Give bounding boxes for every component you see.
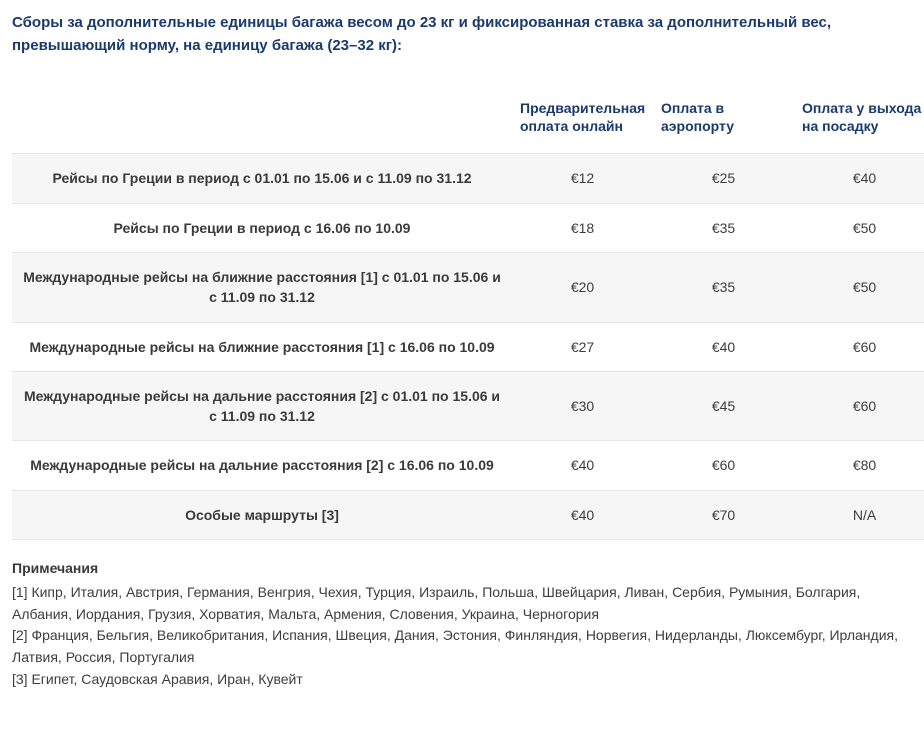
table-row: Международные рейсы на ближние расстояни… (12, 322, 924, 371)
price-cell: €20 (512, 252, 653, 322)
price-cell: €50 (794, 252, 924, 322)
price-cell: €35 (653, 203, 794, 252)
price-cell: €25 (653, 154, 794, 203)
table-row: Рейсы по Греции в период с 16.06 по 10.0… (12, 203, 924, 252)
fees-table: Предварительная оплата онлайн Оплата в а… (12, 89, 924, 540)
price-cell: €27 (512, 322, 653, 371)
price-cell: €70 (653, 490, 794, 539)
price-cell: €40 (512, 490, 653, 539)
notes-title: Примечания (12, 560, 912, 576)
price-cell: €80 (794, 441, 924, 490)
note-item: [2] Франция, Бельгия, Великобритания, Ис… (12, 625, 912, 668)
price-cell: N/A (794, 490, 924, 539)
price-cell: €60 (794, 322, 924, 371)
price-cell: €45 (653, 371, 794, 441)
note-item: [1] Кипр, Италия, Австрия, Германия, Вен… (12, 582, 912, 625)
table-header-online: Предварительная оплата онлайн (512, 89, 653, 154)
table-row: Международные рейсы на дальние расстояни… (12, 371, 924, 441)
price-cell: €18 (512, 203, 653, 252)
table-header-empty (12, 89, 512, 154)
page-heading: Сборы за дополнительные единицы багажа в… (12, 12, 912, 57)
price-cell: €35 (653, 252, 794, 322)
table-row: Рейсы по Греции в период с 01.01 по 15.0… (12, 154, 924, 203)
table-header-row: Предварительная оплата онлайн Оплата в а… (12, 89, 924, 154)
row-label: Международные рейсы на дальние расстояни… (12, 371, 512, 441)
table-row: Особые маршруты [3] €40 €70 N/A (12, 490, 924, 539)
row-label: Рейсы по Греции в период с 16.06 по 10.0… (12, 203, 512, 252)
price-cell: €40 (512, 441, 653, 490)
row-label: Особые маршруты [3] (12, 490, 512, 539)
price-cell: €12 (512, 154, 653, 203)
price-cell: €60 (653, 441, 794, 490)
price-cell: €50 (794, 203, 924, 252)
row-label: Международные рейсы на дальние расстояни… (12, 441, 512, 490)
table-row: Международные рейсы на ближние расстояни… (12, 252, 924, 322)
row-label: Рейсы по Греции в период с 01.01 по 15.0… (12, 154, 512, 203)
row-label: Международные рейсы на ближние расстояни… (12, 252, 512, 322)
row-label: Международные рейсы на ближние расстояни… (12, 322, 512, 371)
price-cell: €30 (512, 371, 653, 441)
table-header-gate: Оплата у выхода на посадку (794, 89, 924, 154)
price-cell: €40 (653, 322, 794, 371)
note-item: [3] Египет, Саудовская Аравия, Иран, Кув… (12, 669, 912, 691)
notes-section: Примечания [1] Кипр, Италия, Австрия, Ге… (12, 560, 912, 690)
table-header-airport: Оплата в аэропорту (653, 89, 794, 154)
price-cell: €40 (794, 154, 924, 203)
price-cell: €60 (794, 371, 924, 441)
table-row: Международные рейсы на дальние расстояни… (12, 441, 924, 490)
